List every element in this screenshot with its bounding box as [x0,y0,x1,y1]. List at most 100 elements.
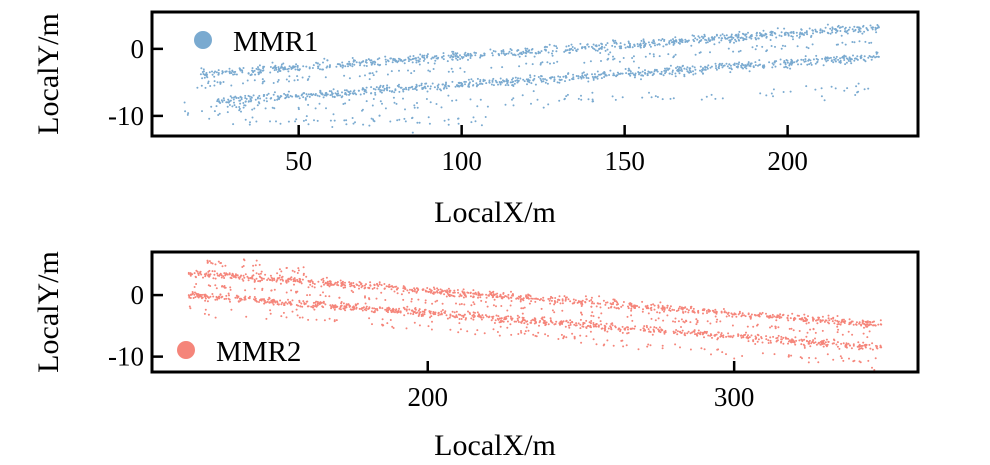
data-point [802,59,805,61]
data-point [714,308,717,311]
data-point [498,321,501,324]
data-point [398,90,401,93]
data-point [523,80,526,83]
data-point [765,335,768,338]
data-point [638,71,641,74]
data-point [399,311,402,314]
data-point [747,340,750,343]
data-point [208,275,211,278]
data-point [741,355,744,357]
data-point [677,320,680,323]
data-point [193,286,196,288]
data-point [696,38,699,41]
data-point [872,55,875,58]
data-point [310,93,313,95]
data-point [782,336,785,339]
data-point [406,289,409,292]
data-point [453,291,456,294]
data-point [719,335,722,338]
data-point [350,282,353,285]
data-point [353,63,356,66]
data-point [540,80,543,83]
data-point [600,312,603,315]
data-point [322,302,325,304]
data-point [200,67,203,70]
data-point [207,82,210,85]
data-point [530,300,533,303]
data-point [689,332,692,335]
data-point [871,28,874,31]
data-point [291,269,294,272]
data-point [218,100,221,103]
data-point [456,55,459,58]
data-point [227,98,230,101]
data-point [371,323,373,326]
data-point [298,97,301,100]
data-point [599,320,602,323]
data-point [679,40,682,43]
data-point [638,73,640,76]
data-point [814,341,817,344]
data-point [686,70,689,73]
data-point [390,285,393,288]
data-point [221,295,224,298]
data-point [277,66,280,69]
data-point [510,52,513,55]
data-point [251,275,254,278]
data-point [242,67,245,69]
data-point [503,296,505,299]
data-point [436,299,439,302]
data-point [443,293,446,296]
data-point [791,61,794,64]
data-point [263,99,266,102]
data-point [500,297,503,300]
data-point [679,69,682,72]
data-point [622,345,625,348]
data-point [223,99,226,102]
data-point [385,285,388,288]
data-point [201,293,204,296]
data-point [338,296,341,299]
data-point [742,33,745,36]
data-point [444,312,446,314]
data-point [821,319,824,322]
data-point [610,305,613,308]
data-point [368,287,371,290]
data-point [600,323,603,326]
data-point [216,81,219,84]
data-point [610,326,612,329]
data-point [558,295,561,298]
data-point [613,42,616,44]
data-point [688,71,691,74]
data-point [423,308,426,311]
data-point [681,308,684,311]
data-point [596,75,599,78]
data-point [742,64,745,67]
data-point [492,77,495,80]
data-point [365,283,367,286]
data-point [341,61,344,64]
data-point [508,50,511,53]
data-point [747,61,750,64]
data-point [423,310,426,313]
data-point [215,71,218,74]
data-point [666,314,669,317]
data-point [745,36,748,38]
data-point [536,98,539,101]
data-point [231,105,234,108]
data-point [204,295,207,298]
data-point [427,291,430,293]
data-point [787,337,790,340]
data-point [852,323,855,326]
data-point [524,330,527,333]
data-point [517,319,519,322]
data-point [472,301,475,304]
data-point [493,322,496,324]
series-points-mmr2 [187,258,883,371]
data-point [591,73,593,76]
data-point [187,294,190,297]
data-point [221,265,224,268]
data-point [812,317,815,320]
data-point [344,102,347,105]
data-point [647,70,650,73]
